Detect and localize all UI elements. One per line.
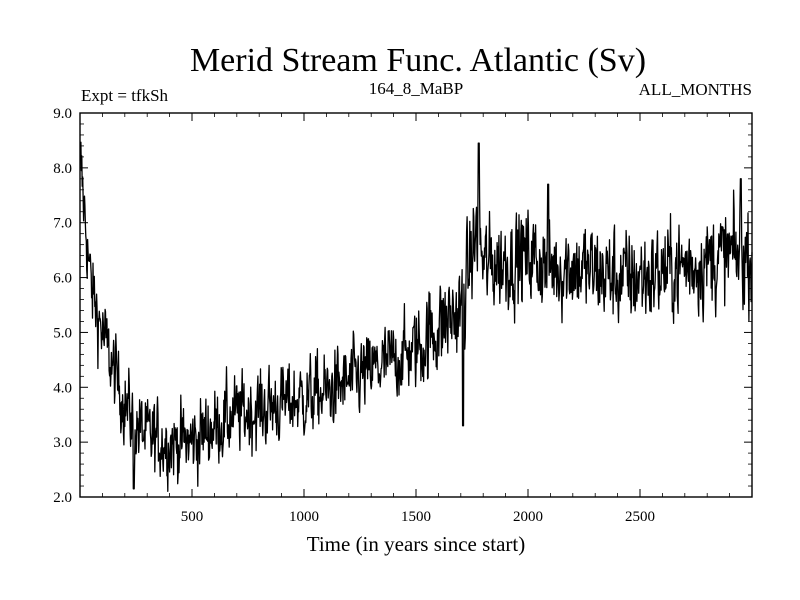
y-tick-label: 7.0 <box>53 216 72 232</box>
plot-area <box>79 141 753 492</box>
period-label: 164_8_MaBP <box>369 79 463 98</box>
x-tick-label: 2500 <box>625 509 655 525</box>
months-label: ALL_MONTHS <box>639 80 752 99</box>
x-tick-label: 2000 <box>513 509 543 525</box>
y-tick-label: 4.0 <box>53 380 72 396</box>
x-tick-label: 1000 <box>289 509 319 525</box>
y-tick-label: 6.0 <box>53 271 72 287</box>
plot-frame <box>79 112 753 498</box>
y-tick-label: 2.0 <box>53 490 72 506</box>
y-tick-label: 8.0 <box>53 161 72 177</box>
experiment-label: Expt = tfkSh <box>81 86 169 105</box>
x-tick-label: 500 <box>181 509 204 525</box>
x-tick-label: 1500 <box>401 509 431 525</box>
series-line <box>79 141 753 492</box>
y-tick-label: 5.0 <box>53 325 72 341</box>
chart-title: Merid Stream Func. Atlantic (Sv) <box>190 42 646 79</box>
y-tick-label: 3.0 <box>53 435 72 451</box>
y-tick-label: 9.0 <box>53 106 72 122</box>
x-axis-label: Time (in years since start) <box>307 532 526 556</box>
x-axis: 500 1000 1500 2000 2500 <box>102 113 730 525</box>
